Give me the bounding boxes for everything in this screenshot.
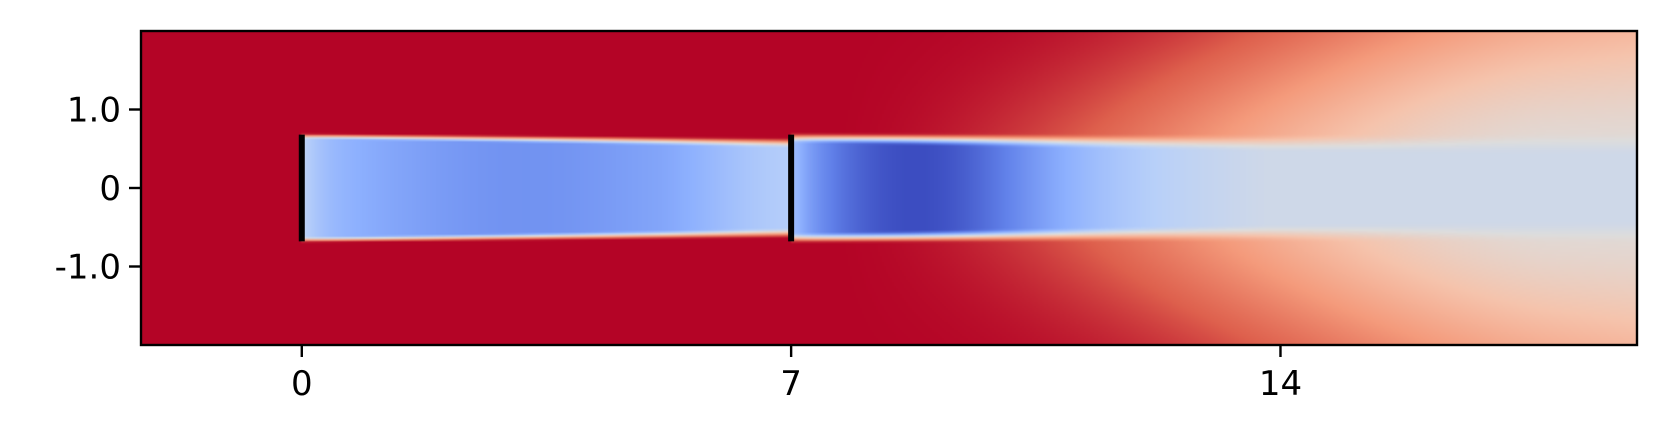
plot-area	[141, 31, 1637, 345]
y-tick-label: -1.0	[55, 248, 121, 288]
turbine-markers	[298, 134, 795, 242]
x-tick-label: 14	[1259, 364, 1302, 404]
x-tick-label: 0	[291, 364, 313, 404]
wake-field-image	[141, 31, 1637, 345]
y-tick-label: 1.0	[67, 91, 121, 131]
y-axis: 1.0 0 -1.0	[55, 91, 141, 288]
x-axis: 0 7 14	[291, 345, 1302, 404]
y-tick-label: 0	[99, 169, 121, 209]
x-tick-label: 7	[780, 364, 802, 404]
